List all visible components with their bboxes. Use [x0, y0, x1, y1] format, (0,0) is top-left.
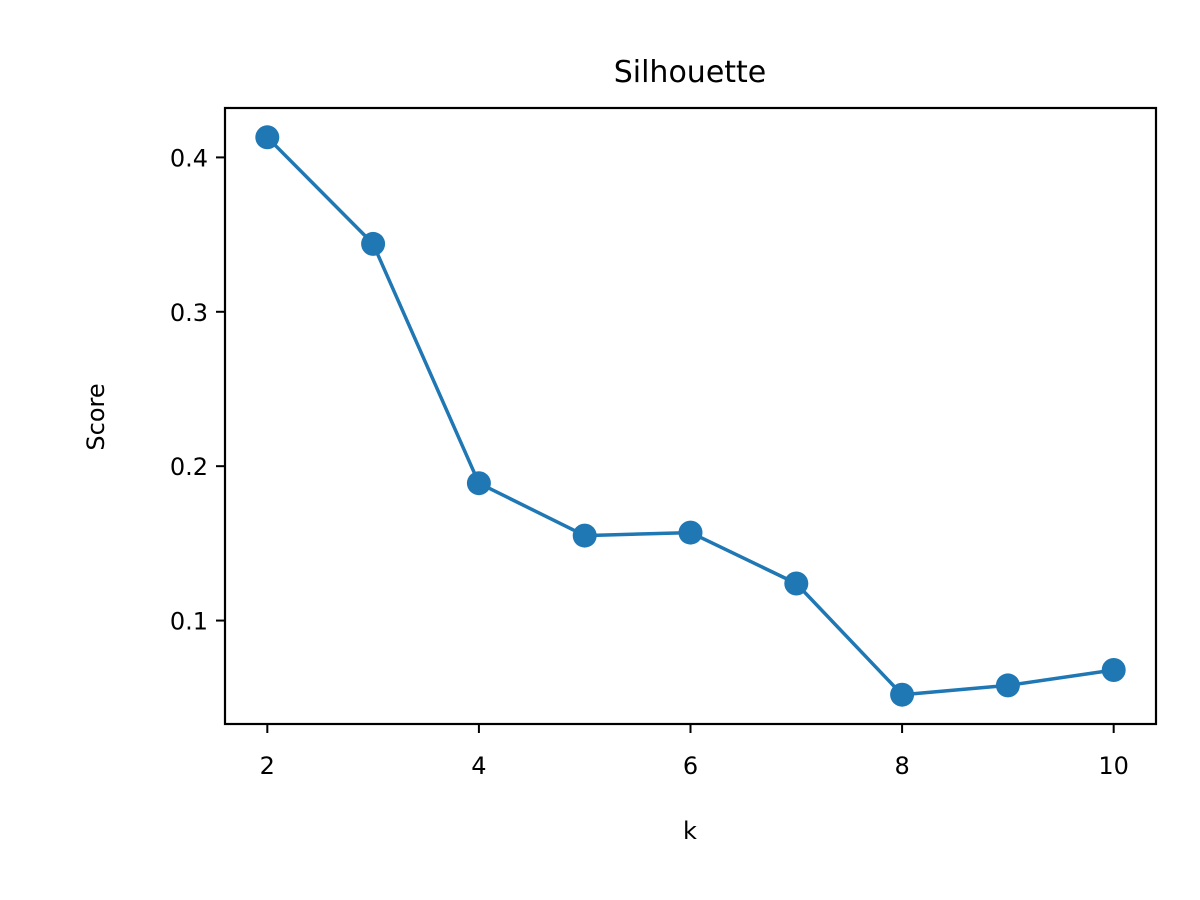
data-point	[255, 125, 280, 150]
y-tick-label: 0.4	[170, 144, 208, 172]
x-tick-label: 8	[894, 752, 909, 780]
plot-frame	[223, 106, 1158, 726]
data-point	[890, 682, 915, 707]
y-tick-label: 0.1	[170, 608, 208, 636]
data-point	[784, 571, 809, 596]
x-tick-label: 10	[1098, 752, 1129, 780]
data-point	[1101, 658, 1126, 682]
data-point	[361, 231, 386, 256]
chart-title: Silhouette	[614, 55, 767, 90]
data-point	[678, 520, 703, 545]
x-tick-label: 4	[471, 752, 486, 780]
y-axis-ticks: 0.1 0.2 0.3 0.4	[170, 144, 225, 636]
x-axis-ticks: 2 4 6 8 10	[260, 724, 1129, 780]
data-point	[466, 471, 491, 496]
y-axis-label: Score	[82, 383, 110, 450]
data-point	[995, 673, 1020, 698]
plot-area	[255, 125, 1126, 707]
y-tick-label: 0.2	[170, 453, 208, 481]
x-axis-label: k	[683, 817, 697, 845]
x-tick-label: 2	[260, 752, 275, 780]
data-point	[572, 523, 597, 548]
x-tick-label: 6	[683, 752, 698, 780]
y-tick-label: 0.3	[170, 299, 208, 327]
